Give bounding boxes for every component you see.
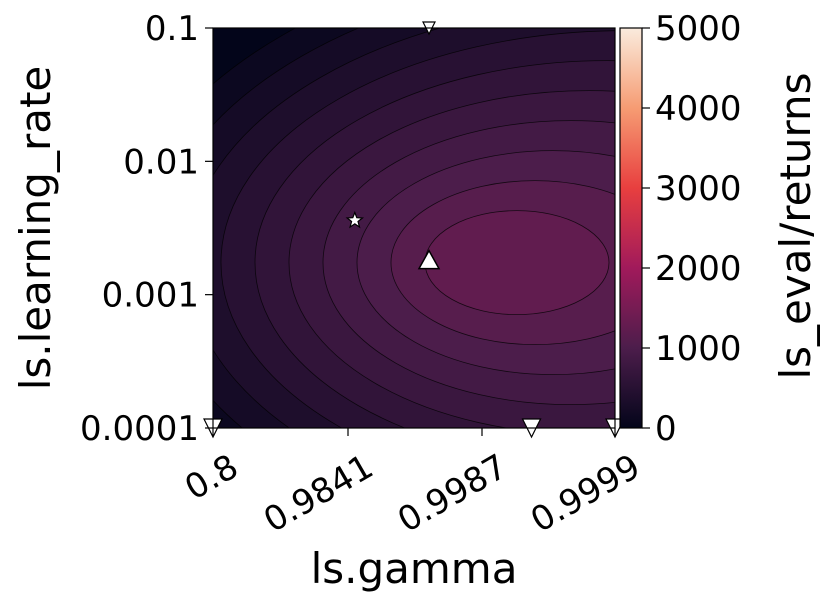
y-tick-label: 0.01 xyxy=(123,142,199,182)
y-axis: 0.0001 0.001 0.01 0.1 xyxy=(80,9,213,449)
marker-star-0 xyxy=(345,210,365,229)
colorbar-tick-label: 0 xyxy=(655,409,677,449)
x-axis-label: ls.gamma xyxy=(311,544,518,593)
marker-triangle-up-1 xyxy=(417,249,441,270)
colorbar-label: ls_eval/returns xyxy=(771,72,820,379)
plot-area xyxy=(203,21,625,439)
x-tick-label: 0.9841 xyxy=(257,447,380,541)
y-tick-label: 0.001 xyxy=(102,276,199,316)
colorbar: 0 1000 2000 3000 4000 5000 ls_eval/returns xyxy=(619,9,820,449)
contour-level-10 xyxy=(424,210,610,316)
colorbar-tick-label: 5000 xyxy=(655,9,742,49)
y-axis-label: ls.learning_rate xyxy=(11,66,60,391)
colorbar-gradient xyxy=(620,28,642,428)
y-tick-label: 0.0001 xyxy=(80,409,199,449)
x-axis: 0.8 0.9841 0.9987 0.9999 xyxy=(178,428,647,541)
colorbar-tick-label: 1000 xyxy=(655,329,742,369)
x-tick-label: 0.8 xyxy=(178,447,245,509)
x-tick-label: 0.9987 xyxy=(391,447,514,541)
contour-bands xyxy=(213,28,615,428)
colorbar-tick-label: 3000 xyxy=(655,169,742,209)
colorbar-tick-label: 2000 xyxy=(655,249,742,289)
colorbar-tick-label: 4000 xyxy=(655,89,742,129)
plot-frame xyxy=(212,27,616,429)
colorbar-frame xyxy=(619,27,643,429)
x-tick-label: 0.9999 xyxy=(524,447,647,541)
colorbar-ticks: 0 1000 2000 3000 4000 5000 xyxy=(642,9,742,449)
y-tick-label: 0.1 xyxy=(145,9,199,49)
